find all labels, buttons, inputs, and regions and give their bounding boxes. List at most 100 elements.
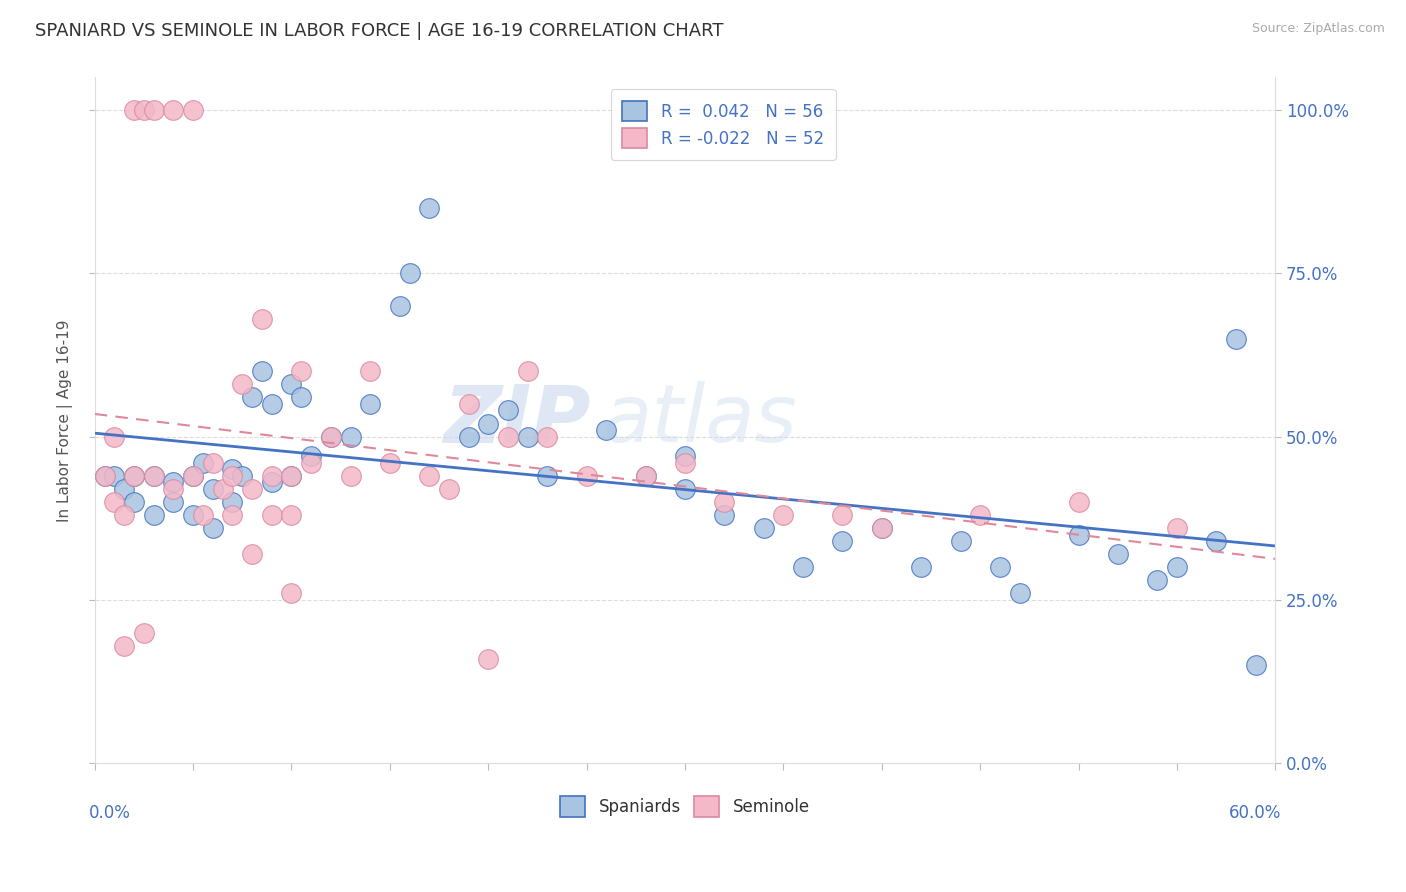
Point: [280, 586, 302, 600]
Point: [132, 103, 155, 117]
Point: [122, 103, 145, 117]
Point: [181, 468, 204, 483]
Point: [969, 508, 991, 522]
Point: [477, 651, 499, 665]
Point: [122, 495, 145, 509]
Point: [595, 423, 617, 437]
Point: [93, 468, 115, 483]
Point: [280, 468, 302, 483]
Point: [418, 201, 440, 215]
Point: [388, 299, 411, 313]
Point: [122, 468, 145, 483]
Point: [260, 508, 283, 522]
Point: [103, 429, 125, 443]
Point: [418, 468, 440, 483]
Point: [231, 377, 253, 392]
Point: [201, 521, 224, 535]
Point: [162, 495, 184, 509]
Point: [831, 508, 853, 522]
Point: [112, 508, 135, 522]
Point: [221, 468, 243, 483]
Point: [142, 103, 165, 117]
Point: [1166, 521, 1188, 535]
Point: [319, 429, 342, 443]
Point: [142, 468, 165, 483]
Point: [201, 482, 224, 496]
Point: [250, 364, 273, 378]
Text: Source: ZipAtlas.com: Source: ZipAtlas.com: [1251, 22, 1385, 36]
Point: [339, 468, 361, 483]
Point: [280, 468, 302, 483]
Point: [988, 560, 1011, 574]
Text: SPANIARD VS SEMINOLE IN LABOR FORCE | AGE 16-19 CORRELATION CHART: SPANIARD VS SEMINOLE IN LABOR FORCE | AG…: [35, 22, 724, 40]
Point: [162, 482, 184, 496]
Point: [673, 482, 696, 496]
Point: [1205, 534, 1227, 549]
Point: [260, 468, 283, 483]
Point: [516, 429, 538, 443]
Point: [142, 508, 165, 522]
Point: [1067, 495, 1090, 509]
Point: [211, 482, 233, 496]
Point: [1146, 574, 1168, 588]
Point: [240, 482, 263, 496]
Point: [319, 429, 342, 443]
Point: [93, 468, 115, 483]
Legend: Spaniards, Seminole: Spaniards, Seminole: [554, 789, 817, 823]
Point: [634, 468, 657, 483]
Point: [1107, 547, 1129, 561]
Point: [772, 508, 794, 522]
Point: [299, 449, 322, 463]
Point: [536, 468, 558, 483]
Point: [280, 377, 302, 392]
Point: [1244, 658, 1267, 673]
Point: [142, 468, 165, 483]
Point: [280, 508, 302, 522]
Point: [191, 456, 214, 470]
Point: [831, 534, 853, 549]
Point: [221, 495, 243, 509]
Point: [201, 456, 224, 470]
Point: [162, 103, 184, 117]
Text: 0.0%: 0.0%: [89, 805, 131, 822]
Text: atlas: atlas: [602, 381, 797, 459]
Point: [103, 495, 125, 509]
Point: [673, 456, 696, 470]
Point: [516, 364, 538, 378]
Point: [398, 266, 420, 280]
Point: [437, 482, 460, 496]
Point: [260, 475, 283, 490]
Point: [457, 429, 479, 443]
Point: [162, 475, 184, 490]
Point: [260, 397, 283, 411]
Point: [240, 547, 263, 561]
Point: [359, 364, 381, 378]
Point: [713, 508, 735, 522]
Point: [132, 625, 155, 640]
Point: [673, 449, 696, 463]
Point: [112, 639, 135, 653]
Point: [1008, 586, 1031, 600]
Point: [1225, 332, 1247, 346]
Point: [634, 468, 657, 483]
Point: [575, 468, 598, 483]
Point: [378, 456, 401, 470]
Point: [240, 391, 263, 405]
Point: [103, 468, 125, 483]
Point: [949, 534, 972, 549]
Point: [290, 364, 312, 378]
Text: 60.0%: 60.0%: [1229, 805, 1281, 822]
Point: [496, 429, 519, 443]
Point: [1166, 560, 1188, 574]
Point: [870, 521, 893, 535]
Point: [221, 508, 243, 522]
Point: [221, 462, 243, 476]
Point: [181, 468, 204, 483]
Point: [231, 468, 253, 483]
Point: [191, 508, 214, 522]
Point: [122, 468, 145, 483]
Point: [713, 495, 735, 509]
Point: [299, 456, 322, 470]
Point: [112, 482, 135, 496]
Point: [1067, 527, 1090, 541]
